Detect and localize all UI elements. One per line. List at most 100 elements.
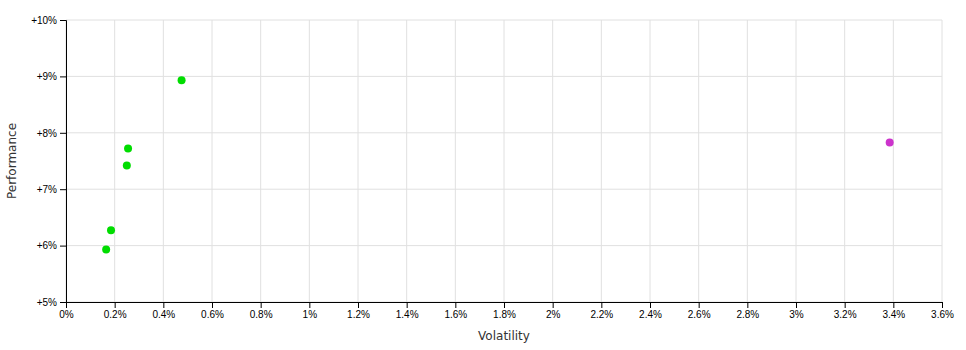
- point: [124, 145, 132, 153]
- x-tick-mark: [309, 302, 310, 308]
- point: [123, 162, 131, 170]
- x-tick: 1.8%: [493, 302, 516, 320]
- x-tick-label: 0.4%: [152, 309, 175, 320]
- x-tick-label: 1%: [303, 309, 318, 320]
- x-grid-line: [650, 20, 651, 302]
- y-tick-label: +8%: [37, 128, 57, 139]
- y-tick: +6%: [37, 240, 66, 251]
- y-tick: +5%: [37, 297, 66, 308]
- y-tick: +7%: [37, 184, 66, 195]
- x-grid-line: [163, 20, 164, 302]
- x-grid-line: [309, 20, 310, 302]
- plot: 0% 0.2% 0.4% 0.6% 0.8% 1% 1.2% 1.4% 1.6% 1.8% 2% 2.…: [31, 15, 954, 320]
- y-axis: +5% +6% +7% +8% +9% +10%: [31, 15, 66, 308]
- point: [886, 138, 894, 146]
- x-tick-label: 0.2%: [104, 309, 127, 320]
- x-tick-mark: [504, 302, 505, 308]
- y-tick-mark: [60, 246, 66, 247]
- x-tick: 2.8%: [736, 302, 759, 320]
- x-tick: 2%: [546, 302, 561, 320]
- x-tick-mark: [115, 302, 116, 308]
- x-axis-title: Volatility: [478, 329, 530, 343]
- x-grid-line: [552, 20, 553, 302]
- x-grid-line: [455, 20, 456, 302]
- point: [178, 76, 186, 84]
- x-tick: 0%: [59, 302, 74, 320]
- x-tick: 2.4%: [639, 302, 662, 320]
- x-tick-mark: [747, 302, 748, 308]
- grid: [66, 20, 942, 302]
- y-tick-mark: [60, 133, 66, 134]
- chart: 0% 0.2% 0.4% 0.6% 0.8% 1% 1.2% 1.4% 1.6% 1.8% 2% 2.…: [0, 0, 966, 350]
- x-tick-mark: [163, 302, 164, 308]
- x-tick: 3.4%: [882, 302, 905, 320]
- y-tick-mark: [60, 189, 66, 190]
- x-tick-label: 2.8%: [736, 309, 759, 320]
- point: [102, 246, 110, 254]
- x-tick: 3.2%: [834, 302, 857, 320]
- x-tick-label: 2.2%: [590, 309, 613, 320]
- x-grid-line: [406, 20, 407, 302]
- x-tick: 3%: [789, 302, 804, 320]
- y-tick-mark: [60, 76, 66, 77]
- x-grid-line: [212, 20, 213, 302]
- x-tick-label: 0.6%: [201, 309, 224, 320]
- x-tick: 0.8%: [250, 302, 273, 320]
- y-tick-label: +7%: [37, 184, 57, 195]
- x-tick-mark: [601, 302, 602, 308]
- x-tick: 1.6%: [444, 302, 467, 320]
- x-axis: 0% 0.2% 0.4% 0.6% 0.8% 1% 1.2% 1.4% 1.6% 1.8% 2% 2.…: [59, 302, 954, 320]
- x-grid-line: [698, 20, 699, 302]
- y-grid-line: [66, 132, 942, 133]
- y-tick-label: +6%: [37, 240, 57, 251]
- x-tick-mark: [699, 302, 700, 308]
- series: [102, 76, 185, 253]
- y-tick: +9%: [37, 71, 66, 82]
- x-tick-label: 3.6%: [931, 309, 954, 320]
- x-tick-mark: [407, 302, 408, 308]
- y-tick: +10%: [31, 15, 66, 26]
- x-tick-label: 3.4%: [882, 309, 905, 320]
- x-tick-label: 2.4%: [639, 309, 662, 320]
- x-tick-label: 1.8%: [493, 309, 516, 320]
- x-tick-mark: [553, 302, 554, 308]
- x-tick-label: 2.6%: [688, 309, 711, 320]
- x-tick-label: 0.8%: [250, 309, 273, 320]
- x-tick-mark: [261, 302, 262, 308]
- x-tick: 0.4%: [152, 302, 175, 320]
- x-grid-line: [747, 20, 748, 302]
- x-tick-mark: [358, 302, 359, 308]
- x-tick-label: 3%: [789, 309, 804, 320]
- x-grid-line: [796, 20, 797, 302]
- x-tick-mark: [796, 302, 797, 308]
- y-tick-mark: [60, 20, 66, 21]
- x-tick-label: 1.4%: [396, 309, 419, 320]
- x-tick-label: 0%: [59, 309, 74, 320]
- y-tick-label: +10%: [31, 15, 57, 26]
- x-tick-label: 2%: [546, 309, 561, 320]
- x-tick-mark: [893, 302, 894, 308]
- y-grid-line: [66, 245, 942, 246]
- x-grid-line: [844, 20, 845, 302]
- x-tick: 2.2%: [590, 302, 613, 320]
- x-tick: 2.6%: [688, 302, 711, 320]
- x-grid-line: [601, 20, 602, 302]
- y-axis-line: [60, 21, 67, 303]
- x-tick-mark: [942, 302, 943, 308]
- x-tick: 0.6%: [201, 302, 224, 320]
- x-tick-mark: [845, 302, 846, 308]
- x-axis-line: [67, 303, 943, 309]
- y-tick-label: +9%: [37, 71, 57, 82]
- x-tick: 1.2%: [347, 302, 370, 320]
- x-tick-mark: [455, 302, 456, 308]
- x-grid-line: [260, 20, 261, 302]
- y-axis-title: Performance: [5, 123, 19, 199]
- x-tick: 0.2%: [104, 302, 127, 320]
- x-grid-line: [504, 20, 505, 302]
- x-tick-label: 1.2%: [347, 309, 370, 320]
- x-tick: 1%: [303, 302, 318, 320]
- x-grid-line: [114, 20, 115, 302]
- x-tick: 3.6%: [931, 302, 954, 320]
- x-tick: 1.4%: [396, 302, 419, 320]
- y-tick-mark: [60, 302, 66, 303]
